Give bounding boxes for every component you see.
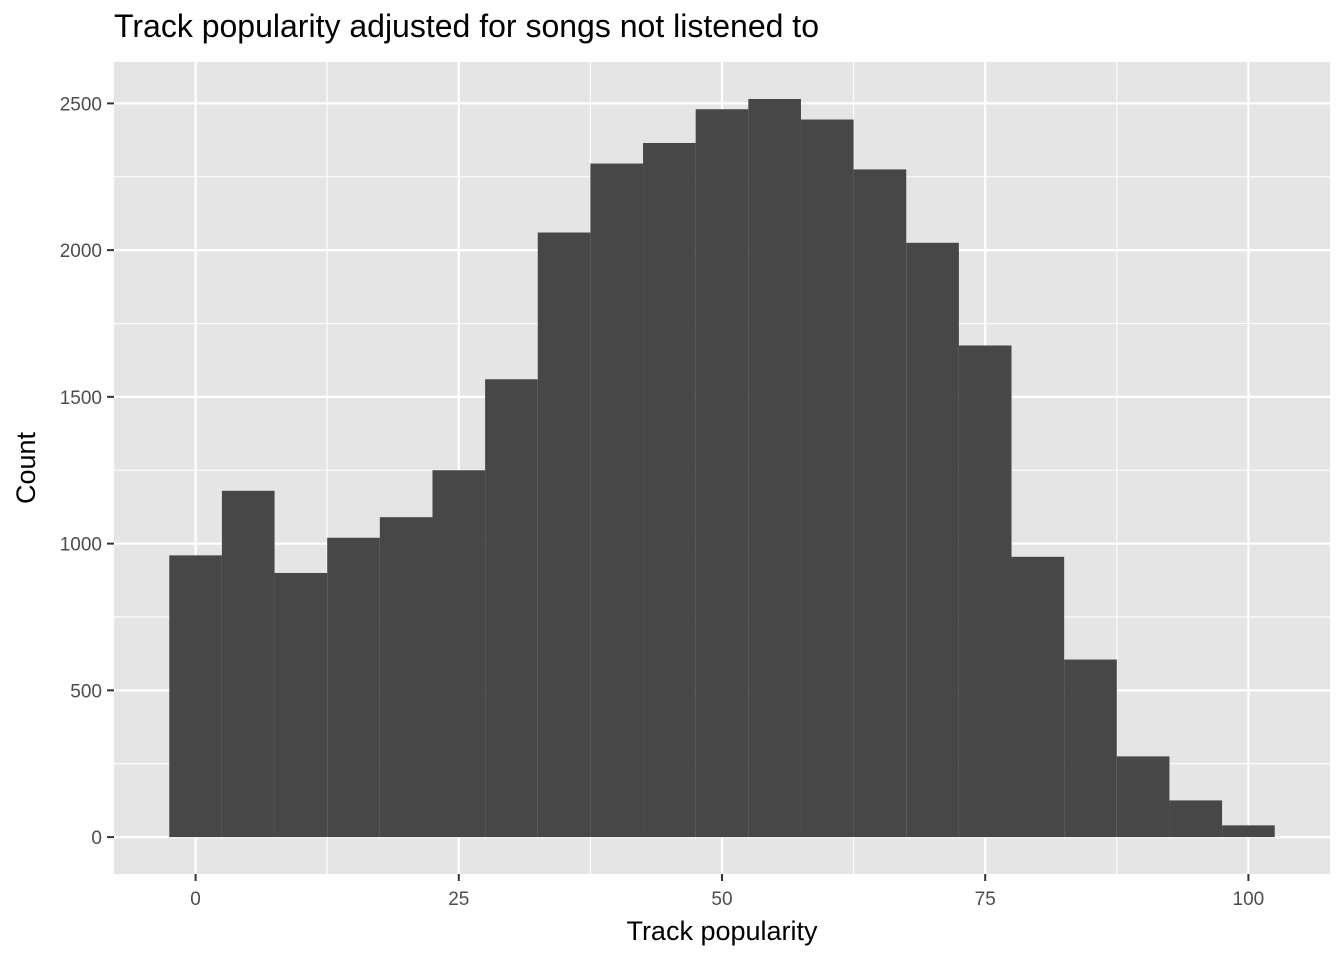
histogram-bar-13	[853, 169, 907, 838]
histogram-bar-15	[958, 345, 1012, 838]
histogram-bar-11	[748, 98, 801, 838]
y-tick-label: 2000	[60, 241, 102, 262]
histogram-bar-1	[221, 490, 275, 838]
histogram-bar-20	[1222, 825, 1275, 838]
x-axis-title: Track popularity	[626, 916, 818, 946]
histogram-bar-16	[1011, 556, 1065, 838]
y-tick-label: 500	[70, 681, 102, 702]
y-axis: 0 500 1000 1500 2000 2500	[60, 94, 114, 849]
chart-title: Track popularity adjusted for songs not …	[114, 8, 819, 44]
histogram-bar-2	[274, 572, 328, 838]
histogram-bar-7	[537, 232, 591, 838]
histogram-bar-6	[485, 379, 538, 838]
histogram-bar-10	[695, 109, 749, 838]
histogram-bar-0	[169, 555, 222, 838]
x-tick-label: 25	[448, 889, 469, 910]
x-tick-label: 50	[711, 889, 732, 910]
histogram-bar-3	[327, 537, 380, 838]
y-tick-label: 1000	[60, 535, 102, 556]
y-tick-label: 0	[91, 828, 102, 849]
x-tick-label: 100	[1233, 889, 1265, 910]
histogram-bar-9	[643, 143, 696, 838]
y-axis-title: Count	[11, 431, 41, 504]
x-axis: 0 25 50 75 100	[190, 874, 1264, 910]
histogram-bars	[169, 98, 1275, 838]
histogram-bar-8	[590, 163, 644, 838]
y-tick-label: 2500	[60, 94, 102, 115]
histogram-bar-19	[1169, 800, 1223, 838]
y-tick-label: 1500	[60, 388, 102, 409]
histogram-bar-12	[800, 119, 854, 838]
histogram-bar-4	[379, 517, 433, 838]
histogram-bar-18	[1116, 756, 1170, 838]
histogram-bar-14	[906, 242, 959, 838]
histogram-bar-17	[1064, 659, 1117, 838]
x-tick-label: 0	[190, 889, 201, 910]
x-tick-label: 75	[975, 889, 996, 910]
histogram-bar-5	[432, 470, 486, 838]
